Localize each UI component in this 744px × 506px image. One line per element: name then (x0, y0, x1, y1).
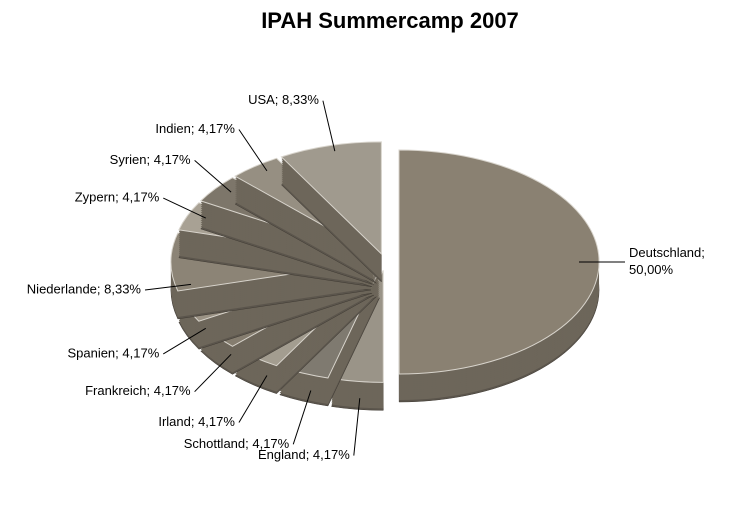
leader-line (195, 160, 231, 192)
leader-line (323, 101, 335, 151)
data-label: Niederlande; 8,33% (27, 281, 142, 296)
data-label: Frankreich; 4,17% (85, 383, 191, 398)
data-label: Irland; 4,17% (158, 414, 235, 429)
data-label: Indien; 4,17% (155, 121, 235, 136)
data-label: Schottland; 4,17% (184, 436, 290, 451)
chart: IPAH Summercamp 2007 Deutschland;50,00%E… (0, 0, 744, 501)
slice (399, 150, 599, 402)
chart-title: IPAH Summercamp 2007 (261, 8, 519, 33)
data-label: Zypern; 4,17% (75, 190, 160, 205)
data-label: Spanien; 4,17% (67, 345, 159, 360)
data-label: USA; 8,33% (248, 92, 319, 107)
data-label: Deutschland;50,00% (629, 245, 705, 277)
data-label: Syrien; 4,17% (110, 152, 191, 167)
leader-line (239, 129, 267, 170)
